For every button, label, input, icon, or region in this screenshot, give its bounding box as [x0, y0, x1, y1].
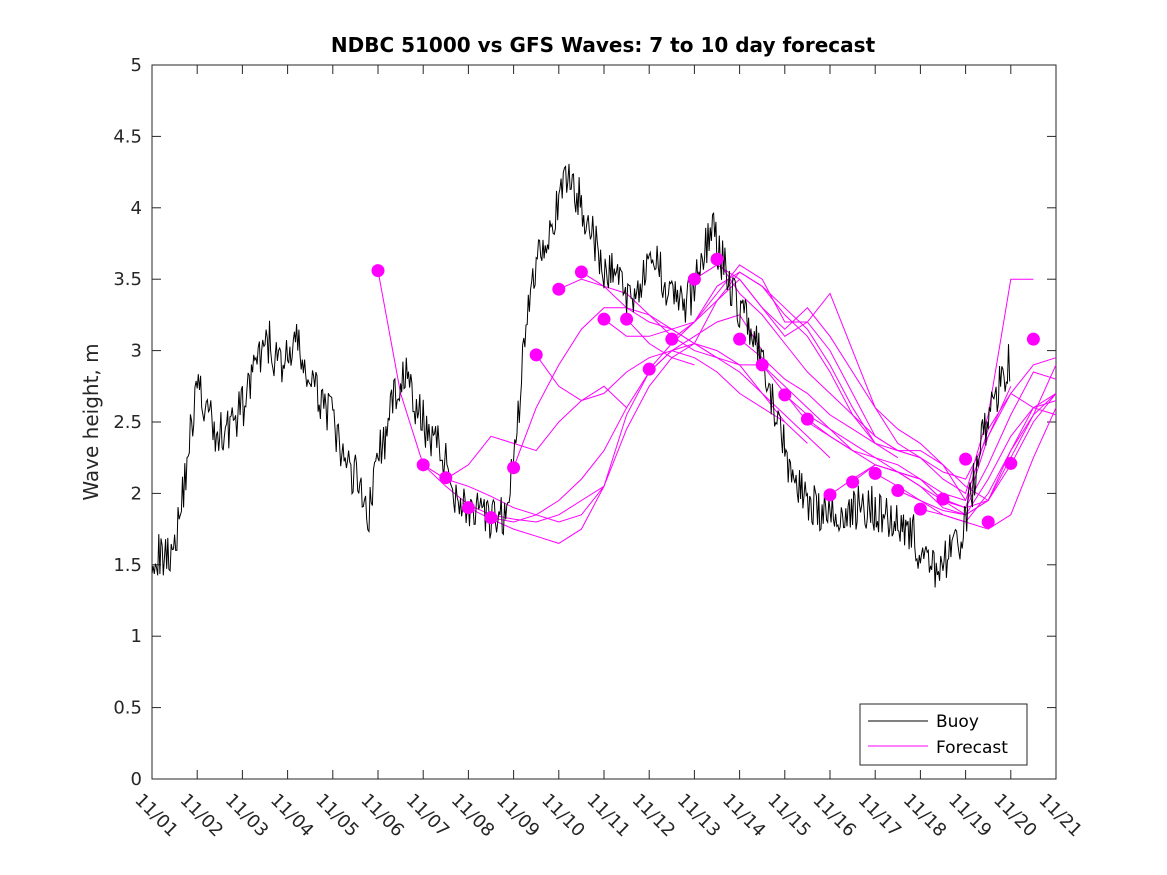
forecast-marker	[642, 362, 656, 376]
forecast-marker	[800, 412, 814, 426]
y-tick-label: 0.5	[113, 698, 142, 719]
y-tick-label: 3.5	[113, 269, 142, 290]
forecast-marker	[936, 492, 950, 506]
chart-title: NDBC 51000 vs GFS Waves: 7 to 10 day for…	[331, 33, 876, 57]
forecast-marker	[755, 358, 769, 372]
y-tick-label: 5	[131, 55, 142, 76]
forecast-marker	[846, 475, 860, 489]
forecast-marker	[371, 264, 385, 278]
y-tick-label: 0	[131, 769, 142, 790]
forecast-line	[716, 258, 1012, 480]
y-tick-label: 2.5	[113, 412, 142, 433]
forecast-line	[671, 278, 967, 501]
y-tick-label: 3	[131, 341, 142, 362]
y-tick-label: 4.5	[113, 126, 142, 147]
forecast-marker	[823, 488, 837, 502]
forecast-marker	[461, 501, 475, 515]
forecast-marker	[868, 466, 882, 480]
forecast-marker	[574, 265, 588, 279]
y-tick-label: 1.5	[113, 555, 142, 576]
forecast-marker	[710, 252, 724, 266]
forecast-line	[445, 357, 695, 523]
forecast-marker	[778, 388, 792, 402]
forecast-line	[942, 393, 1057, 509]
forecast-line	[468, 342, 718, 544]
forecast-line	[422, 385, 627, 480]
forecast-line	[829, 400, 1057, 516]
buoy-line	[151, 163, 1011, 588]
forecast-line	[535, 350, 808, 444]
forecast-marker	[620, 312, 634, 326]
forecast-marker	[507, 461, 521, 475]
forecast-marker	[1026, 332, 1040, 346]
forecast-marker	[981, 515, 995, 529]
forecast-line	[626, 271, 899, 459]
forecast-marker	[1004, 456, 1018, 470]
forecast-line	[807, 371, 1057, 509]
forecast-line	[920, 407, 1057, 530]
legend-label-buoy: Buoy	[936, 712, 979, 732]
forecast-line	[852, 392, 1057, 516]
forecast-marker	[733, 332, 747, 346]
forecast-marker	[959, 452, 973, 466]
forecast-marker	[913, 502, 927, 516]
legend: Buoy Forecast	[859, 703, 1028, 766]
forecast-marker	[529, 348, 543, 362]
forecast-marker	[597, 312, 611, 326]
forecast-marker	[484, 511, 498, 525]
legend-label-forecast: Forecast	[936, 738, 1008, 758]
forecast-marker	[439, 471, 453, 485]
y-tick-label: 1	[131, 626, 142, 647]
forecast-marker	[552, 282, 566, 296]
y-tick-label: 2	[131, 483, 142, 504]
forecast-marker	[687, 272, 701, 286]
forecast-marker	[665, 332, 679, 346]
forecast-marker	[416, 458, 430, 472]
forecast-line	[694, 264, 989, 501]
y-axis-label: Wave height, m	[79, 343, 103, 500]
y-tick-label: 4	[131, 198, 142, 219]
forecast-line	[897, 393, 1057, 516]
forecast-marker	[891, 484, 905, 498]
forecast-line	[490, 314, 763, 523]
